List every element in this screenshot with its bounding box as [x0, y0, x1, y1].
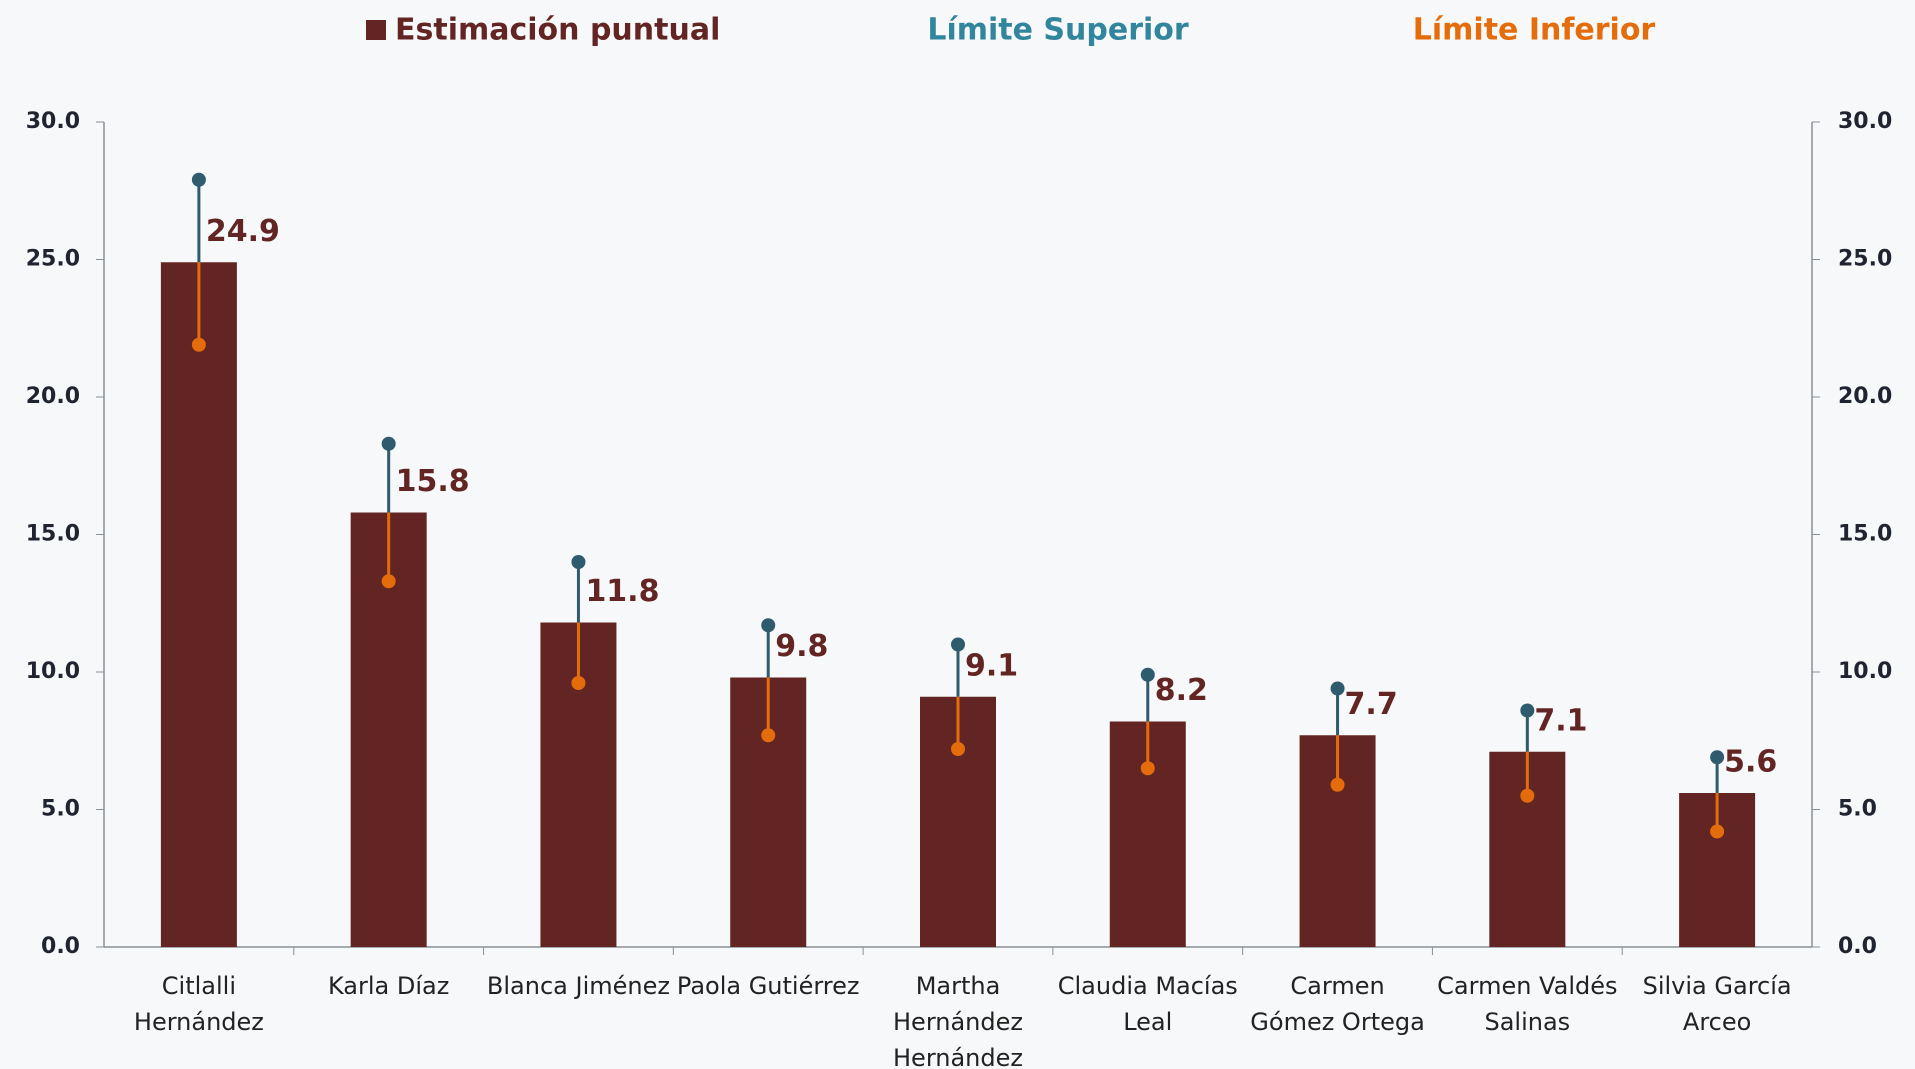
lower-dot — [951, 742, 965, 756]
upper-dot — [1330, 681, 1345, 696]
y-tick-label: 15.0 — [26, 522, 80, 547]
value-label: 8.2 — [1155, 673, 1208, 708]
upper-dot — [1520, 703, 1535, 718]
x-tick-label: Claudia Macías Leal — [1058, 972, 1238, 1036]
y2-tick-label: 20.0 — [1838, 384, 1892, 409]
x-tick-label: Carmen Valdés Salinas — [1437, 972, 1617, 1036]
y2-tick-label: 30.0 — [1838, 109, 1892, 134]
y-tick-label: 30.0 — [26, 109, 80, 134]
y-tick-label: 20.0 — [26, 384, 80, 409]
value-label: 9.1 — [965, 648, 1018, 683]
legend-label: Límite Inferior — [1413, 13, 1656, 48]
upper-dot — [1710, 750, 1725, 765]
value-label: 9.8 — [775, 629, 828, 664]
legend-label: Límite Superior — [927, 13, 1189, 48]
lower-dot — [761, 728, 776, 743]
lower-dot — [1520, 788, 1535, 803]
value-label: 7.7 — [1345, 687, 1398, 722]
y-tick-label: 10.0 — [26, 659, 80, 684]
y2-tick-label: 0.0 — [1838, 934, 1877, 959]
upper-dot — [761, 618, 776, 633]
legend-swatch — [366, 20, 386, 40]
y-tick-label: 0.0 — [41, 934, 80, 959]
upper-dot — [191, 172, 206, 187]
x-tick-label: Silvia García Arceo — [1643, 972, 1792, 1036]
x-tick-label: Carmen Gómez Ortega — [1250, 972, 1425, 1036]
y2-tick-label: 5.0 — [1838, 797, 1877, 822]
lower-dot — [1330, 777, 1345, 792]
value-label: 15.8 — [396, 464, 470, 499]
lower-dot — [571, 676, 586, 690]
y2-tick-label: 15.0 — [1838, 522, 1892, 547]
upper-dot — [571, 555, 586, 569]
value-label: 24.9 — [206, 214, 280, 249]
lower-dot — [1140, 761, 1155, 776]
lower-dot — [381, 574, 396, 589]
bar — [160, 262, 237, 947]
x-tick-label: Paola Gutiérrez — [677, 972, 860, 1000]
y-tick-label: 5.0 — [41, 797, 80, 822]
lower-dot — [1710, 824, 1725, 839]
x-tick-label: Martha Hernández Hernández — [893, 972, 1023, 1069]
x-tick-label: Citlalli Hernández — [134, 972, 264, 1036]
upper-dot — [381, 436, 396, 451]
value-label: 11.8 — [585, 574, 659, 609]
y2-tick-label: 25.0 — [1838, 247, 1892, 272]
x-tick-label: Blanca Jiménez — [487, 972, 670, 1000]
upper-dot — [951, 637, 965, 652]
x-tick-label: Karla Díaz — [328, 972, 449, 1000]
legend-label: Estimación puntual — [395, 13, 720, 48]
value-label: 5.6 — [1724, 745, 1777, 780]
lower-dot — [191, 337, 206, 352]
y2-tick-label: 10.0 — [1838, 659, 1892, 684]
y-tick-label: 25.0 — [26, 247, 80, 272]
value-label: 7.1 — [1534, 703, 1587, 738]
upper-dot — [1140, 667, 1155, 682]
